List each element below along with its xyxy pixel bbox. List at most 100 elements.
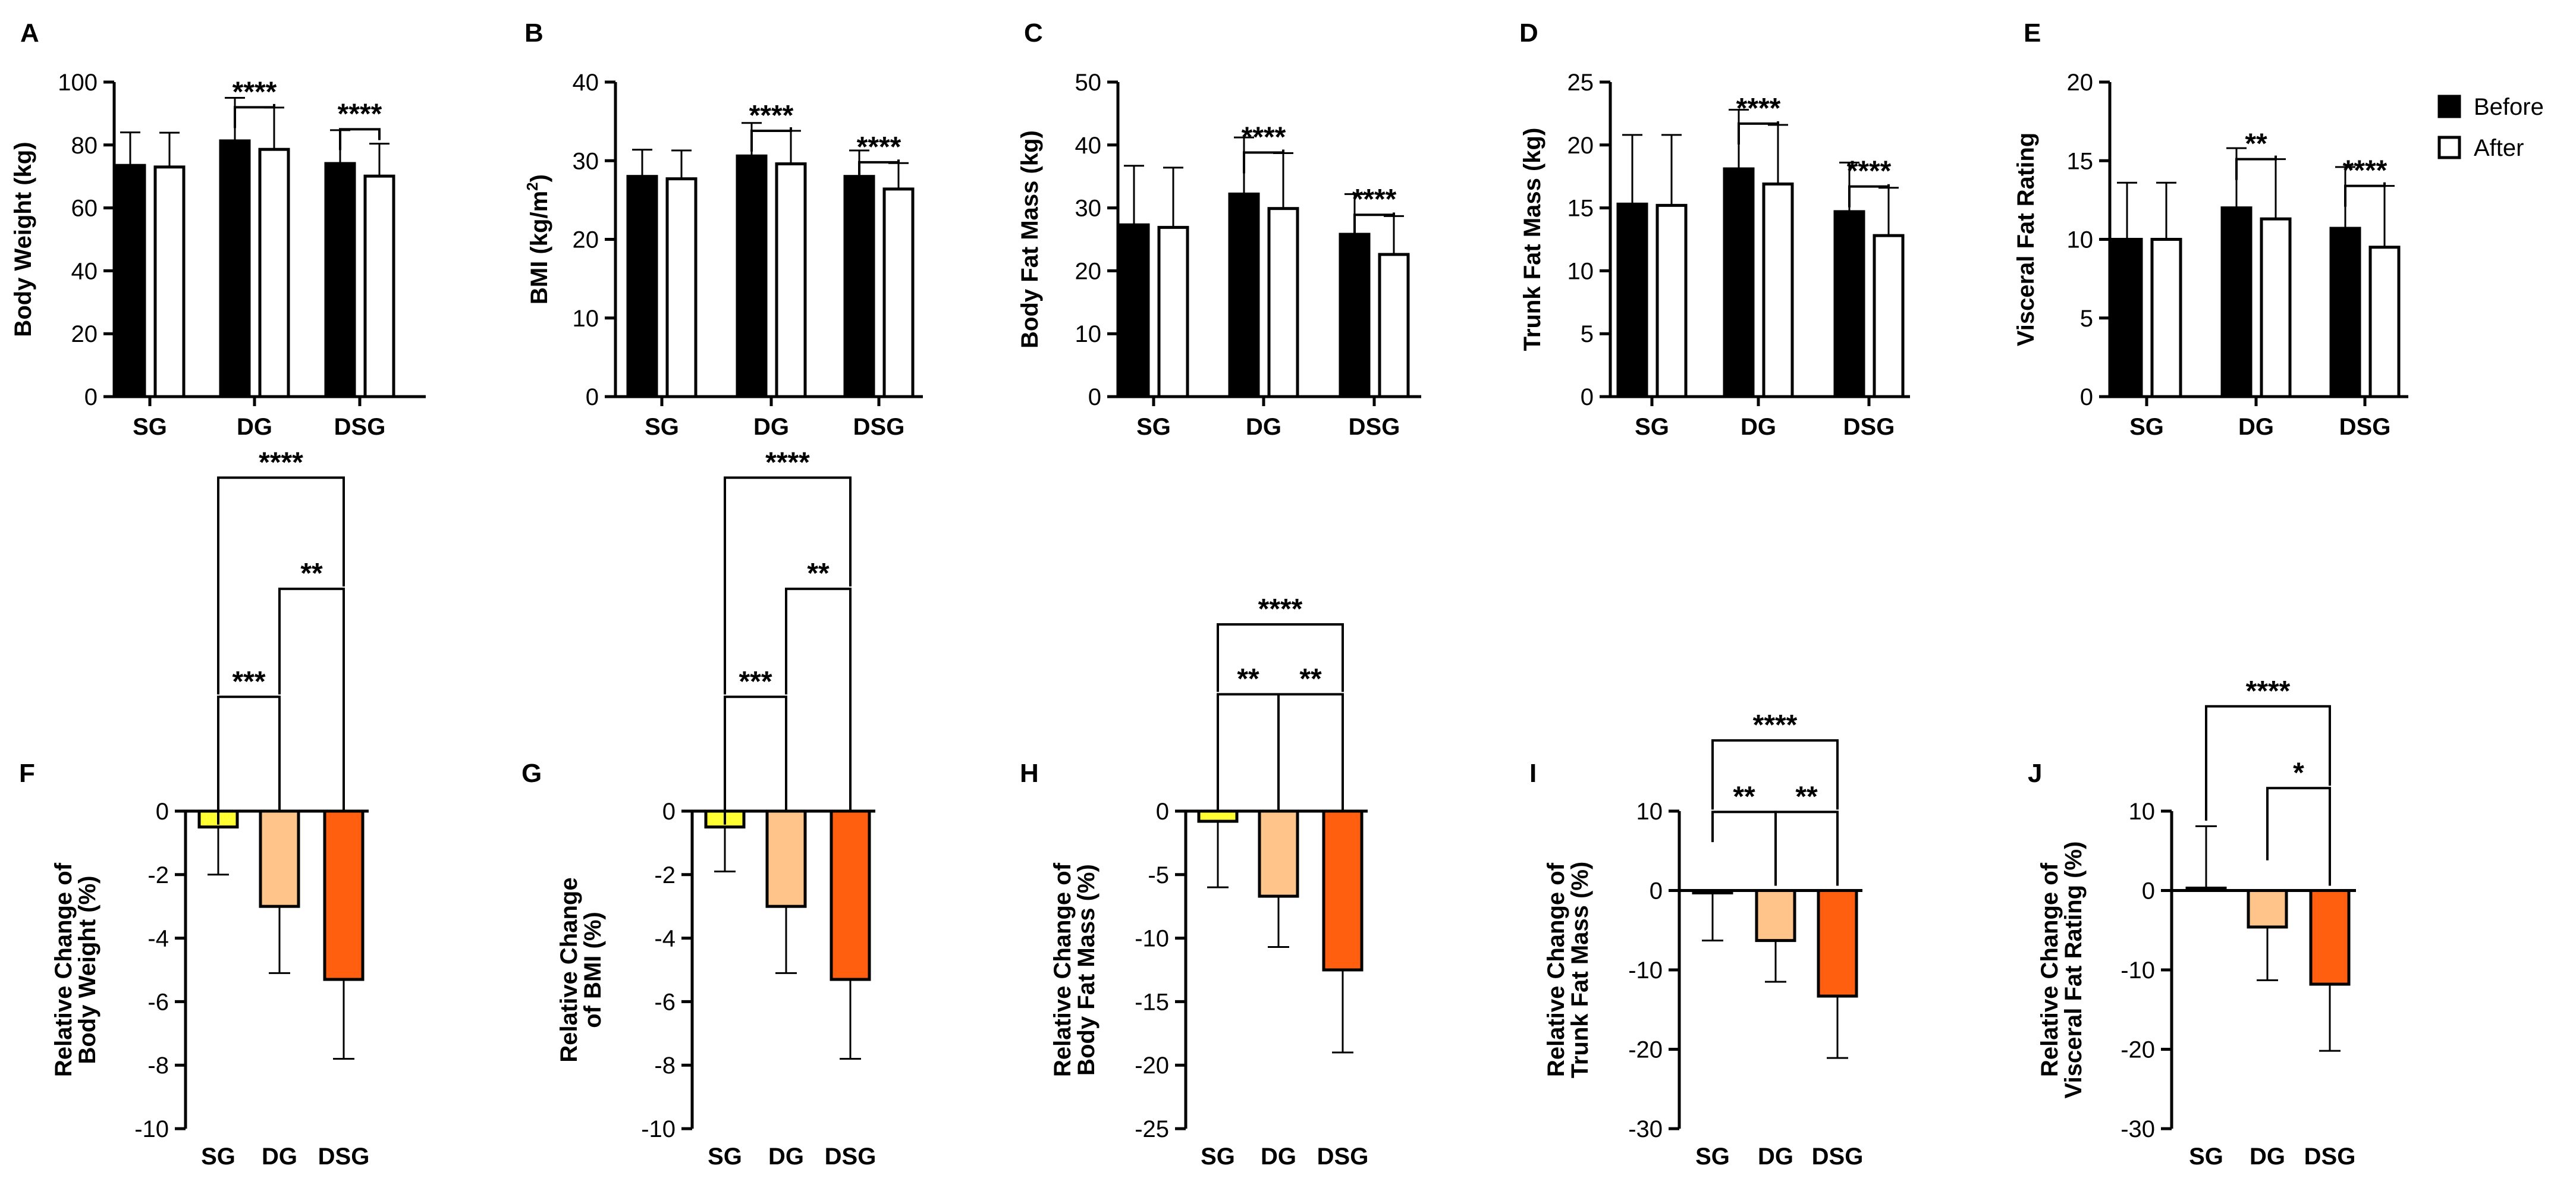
bar-before-sg — [1616, 202, 1648, 398]
y-tick-label: 20 — [573, 227, 599, 253]
panel-a: A 0 20 40 60 80 100 SG DG DSG **** **** Body Weight … — [10, 18, 426, 440]
legend-before-label: Before — [2474, 94, 2544, 120]
panel-letter: I — [1529, 759, 1537, 788]
x-tick-label: DSG — [2304, 1144, 2356, 1170]
y-tick-label: -10 — [1628, 957, 1663, 984]
significance-label: ** — [2245, 128, 2267, 160]
y-axis-title: Relative Change of — [1050, 862, 1076, 1077]
y-axis-title: Body Weight (kg) — [10, 142, 36, 337]
x-tick-label: DSG — [853, 414, 905, 440]
x-tick-label: SG — [201, 1144, 235, 1170]
significance-label: **** — [338, 98, 382, 130]
significance-bracket — [724, 476, 852, 695]
x-tick-label: SG — [2129, 414, 2164, 440]
significance-label: **** — [1352, 184, 1397, 215]
significance-bracket — [1217, 623, 1344, 692]
significance-label: **** — [1258, 593, 1303, 625]
panel-b: B 0 10 20 30 40 SG DG DSG **** **** BMI (kg/m2) — [523, 18, 923, 440]
significance-bracket — [1848, 184, 1890, 208]
significance-label: ** — [1237, 663, 1259, 695]
y-tick-label: 0 — [586, 384, 599, 410]
x-tick-label: SG — [1635, 414, 1669, 440]
y-tick-label: -15 — [1135, 989, 1169, 1015]
significance-label: **** — [749, 100, 794, 131]
y-axis-title: Body Fat Mass (kg) — [1017, 130, 1043, 348]
bar-before-dsg — [1339, 233, 1371, 398]
significance-bracket — [1738, 121, 1779, 145]
significance-label: **** — [233, 76, 277, 108]
panel-letter: A — [20, 18, 39, 48]
bar-before-dg — [219, 139, 251, 398]
y-tick-label: -4 — [147, 926, 169, 952]
x-tick-label: DSG — [1843, 414, 1895, 440]
bar-dg — [1258, 809, 1299, 898]
x-tick-label: DSG — [2339, 414, 2391, 440]
y-tick-label: 10 — [573, 306, 599, 332]
y-axis-title: Trunk Fat Mass (%) — [1567, 862, 1593, 1079]
significance-label: **** — [1736, 93, 1781, 124]
bar-before-sg — [2111, 238, 2143, 398]
x-tick-label: DG — [262, 1144, 297, 1170]
x-tick-label: DG — [753, 414, 789, 440]
y-tick-label: 5 — [2080, 306, 2093, 332]
bar-before-dg — [736, 154, 768, 398]
bar-before-dg — [1723, 167, 1755, 398]
significance-bracket — [2266, 787, 2331, 886]
y-tick-label: 60 — [71, 196, 98, 222]
y-tick-label: 0 — [1156, 799, 1169, 825]
x-tick-label: SG — [1695, 1144, 1730, 1170]
y-tick-label: 80 — [71, 133, 98, 159]
y-tick-label: 0 — [156, 799, 169, 825]
significance-label: * — [2293, 757, 2304, 789]
bar-dsg — [323, 809, 365, 981]
panel-letter: C — [1024, 18, 1043, 48]
x-tick-label: DG — [1246, 414, 1281, 440]
x-tick-label: DG — [2238, 414, 2274, 440]
panel-letter: J — [2028, 759, 2042, 788]
significance-label: *** — [232, 666, 265, 698]
y-tick-label: 10 — [2129, 799, 2156, 825]
significance-bracket — [1353, 212, 1395, 236]
significance-label: **** — [765, 447, 810, 478]
legend-before-swatch — [2437, 95, 2461, 118]
x-tick-label: DG — [237, 414, 272, 440]
y-axis-title: Body Fat Mass (%) — [1073, 864, 1099, 1076]
y-tick-label: 40 — [1075, 133, 1102, 159]
y-tick-label: 10 — [1636, 799, 1663, 825]
panel-letter: F — [19, 759, 35, 788]
bar-after-dg — [2260, 217, 2292, 398]
bar-after-dsg — [363, 174, 395, 398]
y-tick-label: -30 — [1628, 1116, 1663, 1142]
y-tick-label: -25 — [1135, 1116, 1169, 1142]
y-axis-title: Visceral Fat Rating — [2013, 133, 2039, 346]
significance-bracket — [1217, 693, 1280, 813]
y-tick-label: -10 — [641, 1116, 676, 1142]
bar-after-dsg — [1873, 234, 1905, 398]
significance-label: ** — [1733, 781, 1755, 812]
x-tick-label: DG — [768, 1144, 804, 1170]
panel-letter: D — [1519, 18, 1538, 48]
y-tick-label: 0 — [1581, 384, 1594, 410]
bar-sg — [2185, 886, 2227, 892]
panel-letter: B — [524, 18, 544, 48]
bar-dg — [1755, 889, 1796, 943]
bar-after-sg — [153, 165, 186, 398]
bar-before-dsg — [324, 162, 356, 398]
significance-label: *** — [739, 666, 772, 698]
y-axis-title: Visceral Fat Rating (%) — [2060, 841, 2087, 1099]
x-tick-label: SG — [133, 414, 167, 440]
significance-label: **** — [1753, 709, 1798, 741]
y-tick-label: -10 — [134, 1116, 169, 1142]
significance-bracket — [2344, 182, 2386, 207]
significance-bracket — [217, 476, 345, 695]
bar-before-sg — [626, 175, 658, 398]
significance-label: ** — [807, 558, 830, 589]
significance-bracket — [1774, 811, 1839, 886]
significance-bracket — [217, 695, 281, 825]
y-tick-label: 0 — [662, 799, 676, 825]
bar-after-dg — [775, 162, 807, 398]
significance-label: **** — [259, 447, 303, 478]
x-tick-label: DG — [1261, 1144, 1296, 1170]
